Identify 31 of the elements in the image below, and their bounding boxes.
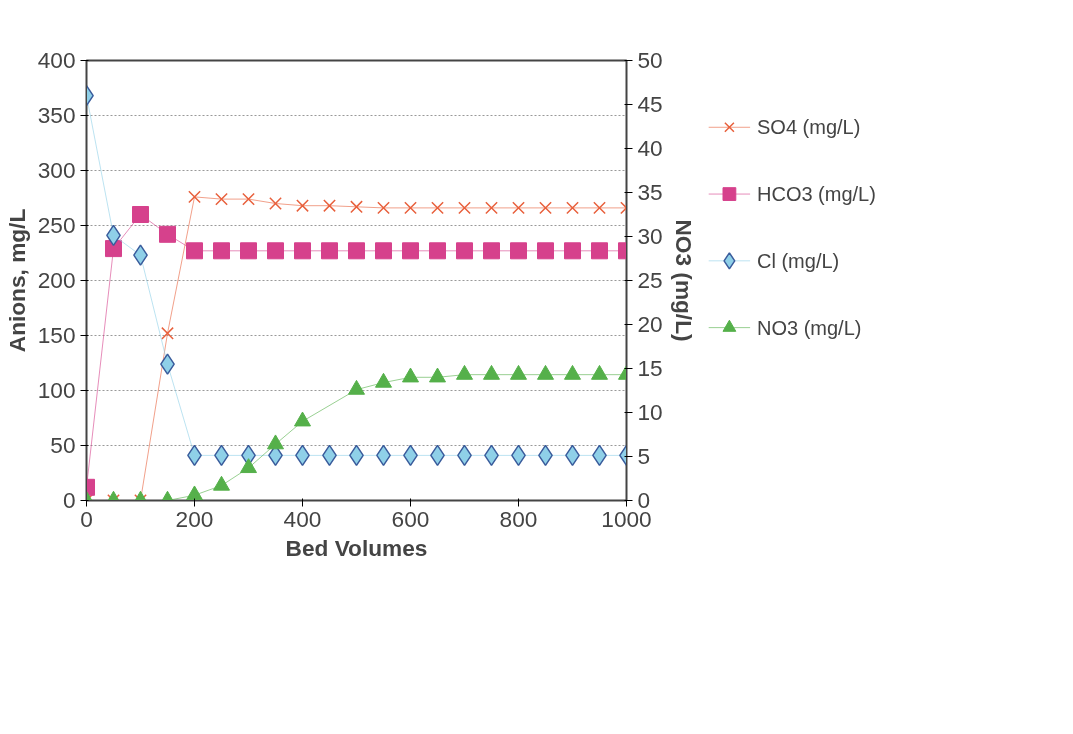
y-tick-label: 400: [37, 47, 76, 73]
x-tick-label: 800: [499, 505, 538, 532]
legend-label: NO3 (mg/L): [757, 316, 862, 339]
legend-label: SO4 (mg/L): [757, 116, 861, 139]
y-tick-label: 0: [62, 487, 76, 513]
y2-tick-label: 50: [637, 47, 663, 73]
y-tick-label: 200: [37, 267, 76, 293]
y2-tick-label: 20: [637, 311, 663, 337]
y2-tick-label: 40: [637, 135, 663, 161]
y2-tick-label: 45: [637, 91, 663, 117]
y-tick-label: 250: [37, 212, 76, 238]
x-axis-title: Bed Volumes: [285, 534, 428, 561]
y2-tick-label: 5: [637, 443, 651, 469]
y2-tick-label: 35: [637, 179, 663, 205]
x-tick-label: 200: [175, 505, 214, 532]
y-tick-label: 50: [50, 432, 76, 458]
y-tick-label: 350: [37, 102, 76, 128]
legend-label: HCO3 (mg/L): [757, 183, 876, 206]
y2-tick-label: 30: [637, 223, 663, 249]
y-tick-label: 100: [37, 377, 76, 403]
x-tick-label: 0: [80, 505, 93, 532]
x-tick-label: 600: [391, 505, 430, 532]
x-tick-label: 400: [283, 505, 322, 532]
y-tick-label: 150: [37, 322, 76, 348]
y-tick-label: 300: [37, 157, 76, 183]
y2-tick-label: 15: [637, 355, 663, 381]
y2-tick-label: 25: [637, 267, 663, 293]
y-axis-title: Anions, mg/L: [3, 208, 30, 353]
y2-tick-label: 10: [637, 399, 663, 425]
y2-axis-title: NO3 (mg/L): [670, 219, 697, 342]
legend-label: Cl (mg/L): [757, 249, 840, 272]
